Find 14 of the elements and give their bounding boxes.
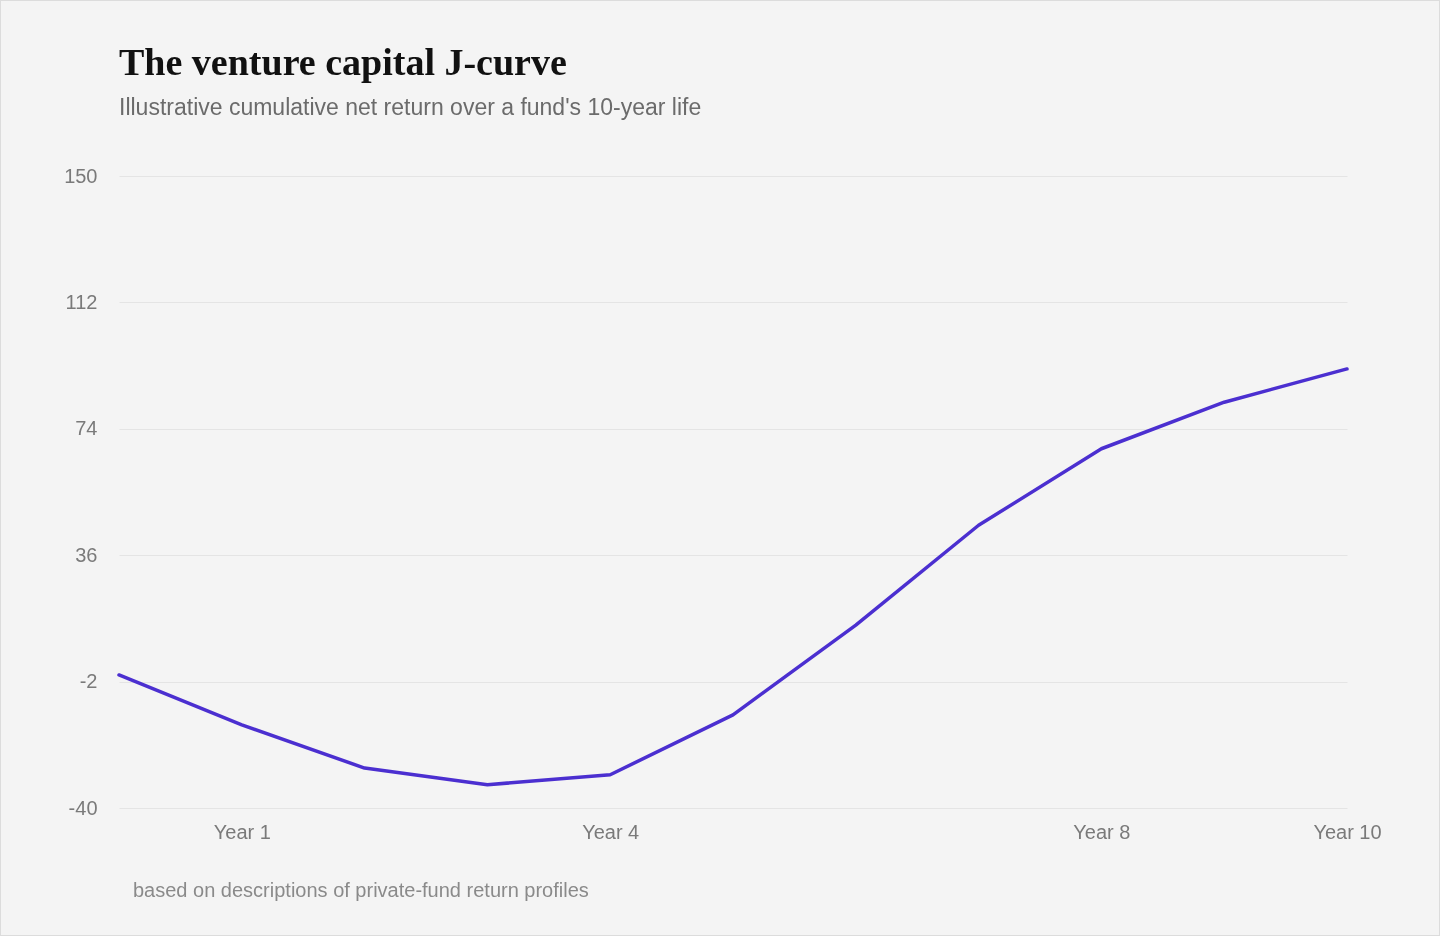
- y-tick-label: 150: [64, 164, 98, 187]
- y-tick-label: 112: [65, 290, 98, 313]
- chart-subtitle: Illustrative cumulative net return over a fund's 10-year life: [119, 94, 702, 120]
- y-tick-label: -2: [79, 670, 98, 693]
- y-tick-label: 74: [75, 417, 98, 440]
- chart-title: The venture capital J-curve: [119, 41, 567, 83]
- text: based on descriptions of private-fund return profiles: [133, 879, 589, 902]
- line-series: [117, 367, 1349, 787]
- y-tick-label: -40: [68, 796, 98, 819]
- x-tick-label: Year 4: [582, 820, 640, 843]
- x-tick-label: Year 1: [213, 820, 271, 843]
- x-tick-label: Year 8: [1073, 820, 1131, 843]
- x-tick-label: Year 10: [1313, 820, 1382, 843]
- y-tick-label: 36: [75, 543, 98, 566]
